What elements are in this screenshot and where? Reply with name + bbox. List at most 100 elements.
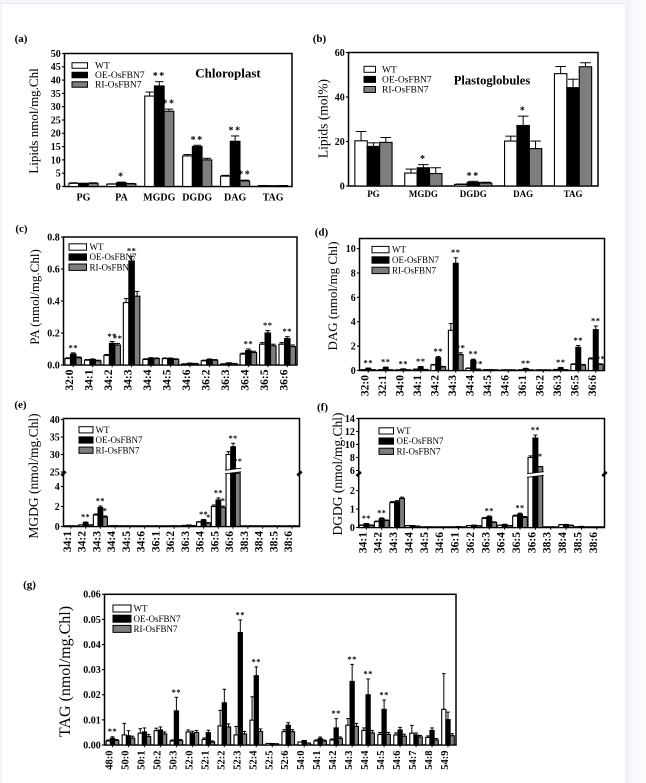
svg-text:32:0: 32:0: [64, 369, 76, 390]
svg-text:52:5: 52:5: [264, 751, 275, 770]
svg-text:Chloroplast: Chloroplast: [195, 66, 261, 81]
svg-text:DAG (nmol/mg Chl): DAG (nmol/mg Chl): [325, 241, 340, 350]
svg-text:34:5: 34:5: [419, 532, 431, 553]
svg-text:**: **: [516, 504, 525, 513]
svg-text:4: 4: [351, 317, 356, 328]
svg-text:34:2: 34:2: [103, 369, 115, 390]
svg-text:32:0: 32:0: [359, 375, 371, 396]
svg-text:34:1: 34:1: [84, 369, 96, 390]
svg-text:*: *: [520, 106, 527, 117]
svg-text:**: **: [263, 320, 273, 330]
svg-text:(c): (c): [15, 223, 28, 235]
svg-text:**: **: [233, 457, 242, 466]
svg-text:52:1: 52:1: [200, 751, 211, 770]
svg-text:36:3: 36:3: [480, 532, 492, 553]
svg-text:Lipids nmol/mg.Chl: Lipids nmol/mg.Chl: [26, 68, 41, 174]
svg-text:54:4: 54:4: [360, 750, 371, 770]
svg-text:34:2: 34:2: [77, 531, 89, 552]
svg-text:52:2: 52:2: [216, 751, 227, 770]
svg-text:48:0: 48:0: [104, 751, 115, 770]
svg-text:34:0: 34:0: [394, 375, 406, 396]
svg-text:32:1: 32:1: [377, 375, 389, 396]
svg-text:34:4: 34:4: [142, 369, 154, 390]
svg-text:54:7: 54:7: [408, 751, 419, 770]
svg-text:60: 60: [335, 48, 345, 59]
svg-text:4: 4: [55, 482, 60, 493]
svg-text:34:6: 34:6: [434, 532, 446, 553]
svg-text:36:1: 36:1: [450, 532, 462, 553]
svg-text:38:3: 38:3: [542, 532, 554, 553]
svg-text:RI-OsFBN7: RI-OsFBN7: [90, 262, 135, 272]
svg-text:(d): (d): [315, 227, 329, 239]
svg-text:DAG: DAG: [224, 193, 246, 204]
svg-text:0.01: 0.01: [83, 715, 101, 726]
svg-text:0.04: 0.04: [83, 640, 101, 651]
svg-text:TAG: TAG: [564, 189, 583, 199]
svg-text:**: **: [331, 708, 341, 718]
svg-text:**: **: [467, 171, 480, 182]
svg-text:38:6: 38:6: [588, 532, 600, 553]
svg-text:(f): (f): [317, 402, 328, 414]
svg-text:54:2: 54:2: [328, 751, 339, 770]
svg-text:(e): (e): [14, 399, 27, 411]
svg-text:10: 10: [345, 440, 355, 451]
svg-text:**: **: [113, 333, 123, 343]
svg-text:PG: PG: [367, 189, 380, 199]
svg-text:**: **: [596, 353, 606, 363]
svg-text:(b): (b): [313, 33, 327, 45]
svg-text:OE-OsFBN7: OE-OsFBN7: [90, 252, 138, 262]
svg-text:WT: WT: [96, 425, 110, 435]
svg-text:36:5: 36:5: [209, 531, 221, 552]
svg-text:Lipids (mol%): Lipids (mol%): [316, 79, 331, 158]
svg-text:36:6: 36:6: [526, 532, 538, 553]
svg-text:34:1: 34:1: [412, 375, 424, 396]
svg-text:**: **: [107, 331, 117, 341]
svg-text:36:3: 36:3: [552, 375, 564, 396]
svg-text:38:6: 38:6: [283, 531, 295, 552]
svg-text:RI-OsFBN7: RI-OsFBN7: [397, 446, 442, 456]
svg-text:54:1: 54:1: [312, 751, 323, 770]
svg-text:0: 0: [351, 366, 356, 377]
svg-text:*: *: [118, 172, 125, 183]
svg-text:**: **: [574, 335, 584, 345]
svg-text:**: **: [172, 687, 182, 697]
svg-text:WT: WT: [90, 242, 104, 252]
svg-text:(g): (g): [23, 579, 36, 591]
svg-text:**: **: [199, 510, 208, 519]
svg-text:35: 35: [51, 89, 61, 100]
svg-text:**: **: [108, 726, 118, 736]
svg-text:**: **: [214, 489, 223, 498]
svg-text:**: **: [377, 508, 386, 517]
svg-text:WT: WT: [382, 66, 397, 76]
svg-text:36:2: 36:2: [165, 531, 177, 552]
svg-text:OE-OsFBN7: OE-OsFBN7: [392, 255, 440, 265]
svg-text:54:9: 54:9: [440, 751, 451, 770]
svg-text:34:1: 34:1: [357, 532, 369, 553]
svg-text:Plastoglobules: Plastoglobules: [454, 74, 531, 88]
svg-text:**: **: [363, 668, 373, 678]
svg-text:54:6: 54:6: [392, 751, 403, 770]
svg-text:36:2: 36:2: [534, 375, 546, 396]
svg-text:52:0: 52:0: [184, 751, 195, 770]
svg-text:0: 0: [56, 182, 61, 193]
svg-text:25: 25: [50, 467, 60, 478]
svg-text:PG: PG: [77, 193, 91, 204]
svg-text:**: **: [364, 358, 374, 368]
svg-text:OE-OsFBN7: OE-OsFBN7: [96, 435, 144, 445]
svg-text:36:2: 36:2: [465, 532, 477, 553]
svg-text:0: 0: [350, 523, 355, 534]
svg-text:**: **: [229, 434, 238, 443]
svg-text:0.2: 0.2: [47, 328, 60, 339]
svg-text:34:2: 34:2: [429, 375, 441, 396]
svg-text:**: **: [434, 346, 444, 356]
svg-text:34:6: 34:6: [181, 369, 193, 390]
svg-text:OE-OsFBN7: OE-OsFBN7: [95, 71, 145, 81]
svg-text:8: 8: [351, 268, 356, 279]
svg-text:0.06: 0.06: [83, 590, 101, 601]
svg-text:DGDG: DGDG: [182, 193, 212, 204]
svg-text:40: 40: [51, 76, 61, 87]
svg-text:38:4: 38:4: [254, 531, 266, 552]
svg-text:50:3: 50:3: [168, 751, 179, 770]
svg-text:0.8: 0.8: [47, 232, 60, 243]
svg-text:14: 14: [345, 414, 355, 425]
